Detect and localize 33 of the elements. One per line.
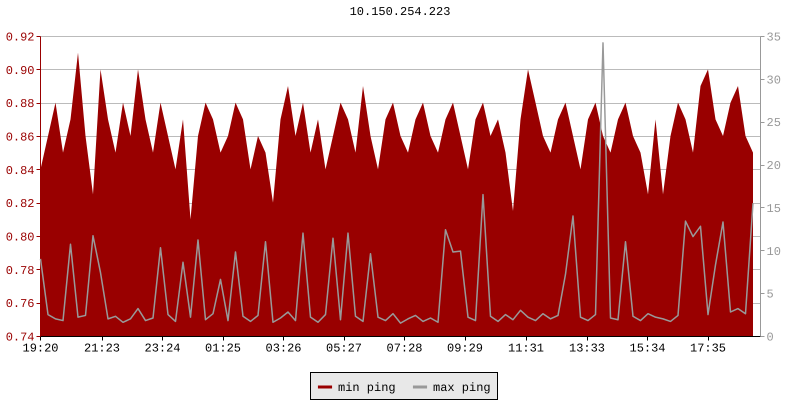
x-tick-label: 21:23 xyxy=(84,342,120,356)
x-tick-label: 11:31 xyxy=(508,342,544,356)
y-tick-label: 0.90 xyxy=(6,64,34,78)
x-tick-label: 17:35 xyxy=(690,342,726,356)
y2-tick-label: 0 xyxy=(766,330,774,344)
y2-tick-label: 5 xyxy=(766,288,774,302)
y2-tick-label: 20 xyxy=(766,159,781,174)
x-tick-label: 03:26 xyxy=(265,342,302,356)
y2-tick-label: 15 xyxy=(766,202,781,216)
legend-label: min ping xyxy=(338,381,396,395)
y2-tick-label: 35 xyxy=(766,30,781,44)
y2-tick-label: 10 xyxy=(766,244,781,259)
x-tick-label: 23:24 xyxy=(144,342,181,356)
y-tick-label: 0.82 xyxy=(6,197,34,212)
x-tick-label: 01:25 xyxy=(204,342,242,356)
x-tick-label: 13:33 xyxy=(568,342,606,356)
y-tick-label: 0.84 xyxy=(6,164,34,178)
y-tick-label: 0.78 xyxy=(6,264,34,278)
chart-title: 10.150.254.223 xyxy=(350,5,450,19)
x-tick-label: 15:34 xyxy=(629,342,666,356)
x-tick-label: 09:29 xyxy=(446,342,484,356)
x-tick-label: 07:28 xyxy=(386,342,423,356)
y-tick-label: 0.74 xyxy=(6,330,34,344)
x-tick-label: 19:20 xyxy=(22,342,59,356)
y-tick-label: 0.76 xyxy=(6,297,34,312)
y-tick-label: 0.88 xyxy=(6,97,34,112)
y-tick-label: 0.80 xyxy=(6,230,34,244)
legend-label: max ping xyxy=(433,381,491,395)
y2-tick-label: 30 xyxy=(766,73,781,88)
x-tick-label: 05:27 xyxy=(326,342,362,356)
y-tick-label: 0.86 xyxy=(6,130,34,144)
y-tick-label: 0.92 xyxy=(6,30,34,44)
y2-tick-label: 25 xyxy=(766,116,781,130)
